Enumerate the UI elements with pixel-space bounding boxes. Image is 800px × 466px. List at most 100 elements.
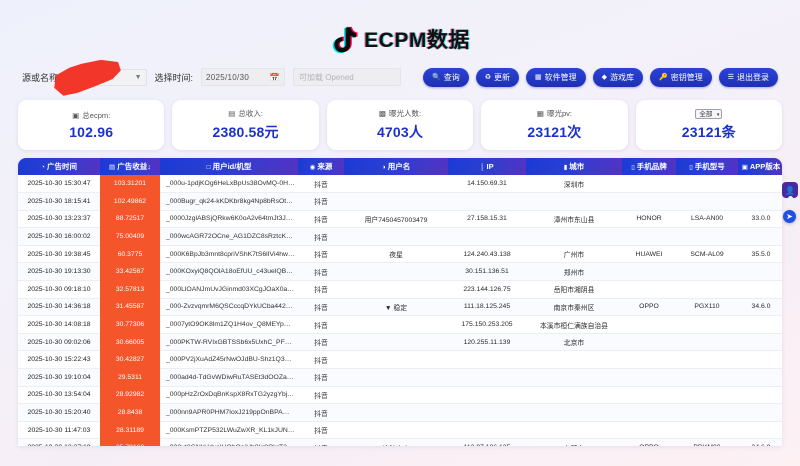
game-library-button[interactable]: ◆ 游戏库: [592, 67, 643, 87]
cell-source: 抖音: [298, 262, 344, 282]
stat-label: ▦ 曝光pv:: [537, 108, 572, 119]
cell-source: 抖音: [298, 245, 344, 264]
page-scrollbar[interactable]: [788, 196, 793, 262]
source-select[interactable]: ▼: [69, 69, 147, 86]
update-button[interactable]: ♻ 更新: [475, 67, 519, 87]
column-header-user-id[interactable]: □ 用户id/机型: [160, 158, 298, 175]
stat-label-text: 总收入:: [238, 109, 263, 118]
user-icon: ◑: [381, 164, 386, 171]
cell-source: 抖音: [298, 210, 344, 229]
cell-ad-time: 2025-10-30 13:54:04: [18, 386, 100, 405]
table-row[interactable]: 2025-10-30 09:18:10 32.57813 _000LlOANJmUv…: [18, 280, 782, 299]
cell-source: 抖音: [298, 403, 344, 422]
cell-ip: [448, 421, 526, 440]
table-row[interactable]: 2025-10-30 13:54:04 28.92982 _000pHzZrOxDq…: [18, 386, 782, 405]
cell-app-version: [738, 262, 782, 282]
column-header-source[interactable]: ◉ 来源: [298, 158, 344, 175]
cell-ad-time: 2025-10-30 18:15:41: [18, 192, 100, 211]
cell-source: 抖音: [298, 386, 344, 405]
software-management-button[interactable]: ▦ 软件管理: [525, 67, 586, 87]
app-icon: ▣: [741, 164, 748, 171]
cell-user-id: _000pHzZrOxDqBnKspX8RxTG2yzgYbjEEUS: [160, 386, 298, 405]
cell-phone-model: [676, 175, 738, 194]
logout-button[interactable]: ☰ 退出登录: [718, 67, 778, 87]
table-row[interactable]: 2025-10-30 16:00:02 75.00409 _000wcAGR72OC…: [18, 227, 782, 246]
city-icon: ▮: [563, 164, 568, 171]
tiktok-music-note-icon: [330, 24, 360, 56]
column-label: 广告时间: [46, 162, 77, 171]
column-header-ad-time[interactable]: ◔ 广告时间: [18, 158, 100, 175]
table-row[interactable]: 2025-10-30 18:15:41 102.49862 _000Bugr_qk2…: [18, 192, 782, 211]
brand-logo: ECPM数据: [330, 24, 470, 56]
table-row[interactable]: 2025-10-30 09:02:06 30.66005 _000PKTW-RVIx…: [18, 333, 782, 352]
cell-ip: [448, 368, 526, 387]
stat-value: 2380.58元: [212, 124, 279, 140]
table-row[interactable]: 2025-10-30 15:30:47 103.31201 _000u-1pdjKO…: [18, 175, 782, 194]
stat-card-exposure-pv: ▦ 曝光pv: 23121次: [481, 100, 628, 150]
cell-app-version: [738, 280, 782, 299]
cell-phone-model: [676, 280, 738, 299]
cell-city: 郑州市: [526, 262, 622, 282]
cell-source: 抖音: [298, 438, 344, 446]
user-badge-icon[interactable]: 👤: [782, 182, 798, 198]
column-header-ad-revenue[interactable]: ▤ 广告收益↓: [100, 158, 160, 175]
cell-username: [344, 421, 448, 440]
date-input[interactable]: 2025/10/30 📅: [201, 68, 286, 86]
cell-phone-brand: OPPO: [622, 438, 676, 446]
column-label: 手机品牌: [636, 162, 667, 171]
key-management-button[interactable]: 🔑 密钥管理: [650, 67, 712, 87]
cell-phone-brand: [622, 421, 676, 440]
cell-user-id: _000PKTW-RVIxGBTSSb6x5UxhC_PFZZOcXG5: [160, 333, 298, 352]
cell-city: 深圳市: [526, 175, 622, 194]
cell-ad-time: 2025-10-30 15:20:40: [18, 403, 100, 422]
cell-phone-brand: [622, 280, 676, 299]
table-row[interactable]: 2025-10-30 13:27:1925.78169_000ut2GNkUdv…: [18, 438, 782, 446]
money-icon: ▤: [109, 164, 116, 171]
phone-icon: ▯: [689, 164, 693, 171]
cell-ad-time: 2025-10-30 15:30:47: [18, 175, 100, 194]
column-header-username[interactable]: ◑ 用户名: [344, 158, 448, 175]
apps-icon: ▦: [534, 73, 542, 81]
cell-city: 南京市秦州区: [526, 298, 622, 317]
table-row[interactable]: 2025-10-30 15:22:43 30.42827 _000PV2jXuAdZ…: [18, 350, 782, 370]
query-button[interactable]: 🔍 查询: [422, 67, 469, 87]
stat-label: ▣ 总ecpm:: [72, 110, 110, 121]
cell-username: [344, 403, 448, 422]
table-row[interactable]: 2025-10-30 19:38:45 60.3775 _000K6BpJb3mnt…: [18, 245, 782, 264]
column-header-app-version[interactable]: ▣ APP版本: [738, 158, 782, 175]
cell-phone-model: LSA-AN00: [676, 210, 738, 229]
table-row[interactable]: 2025-10-30 14:08:18 30.77306 _0007ytO9OK8l…: [18, 315, 782, 334]
cell-ad-time: 2025-10-30 11:47:03: [18, 421, 100, 440]
data-table-container[interactable]: ◔ 广告时间 ▤ 广告收益↓ □ 用户id/机型 ◉ 来源 ◑ 用户名 │ IP ▮ 城市 ▯…: [18, 158, 782, 446]
opened-placeholder: 可加载 Opened: [299, 72, 354, 82]
cell-phone-model: [676, 262, 738, 282]
software-management-label: 软件管理: [544, 72, 577, 82]
table-row[interactable]: 2025-10-30 15:20:40 28.8438 _000nn9APR0PHM…: [18, 403, 782, 422]
column-header-phone-model[interactable]: ▯ 手机型号: [676, 158, 738, 175]
record-scope-select[interactable]: 全部: [695, 108, 723, 120]
cell-user-id: _000nn9APR0PHM7IoxJ219ppOnBPAmsv77D: [160, 403, 298, 422]
cell-user-id: _000KOxyiQ8QOlA18oEfUU_c43uelQBkPSC: [160, 262, 298, 282]
column-header-ip[interactable]: │ IP: [448, 158, 526, 175]
page-header: ECPM数据: [14, 0, 786, 58]
table-row[interactable]: 2025-10-30 13:23:37 88.72517 _0000JzglABSj…: [18, 210, 782, 229]
table-row[interactable]: 2025-10-30 14:36:18 31.45587 _000-ZvzvqmrM…: [18, 298, 782, 317]
people-icon: ▩: [378, 109, 387, 118]
stat-label-text: 总ecpm:: [82, 111, 111, 120]
calendar-icon[interactable]: 📅: [269, 72, 281, 82]
column-label: IP: [486, 162, 494, 171]
chevron-down-icon: ▼: [134, 73, 142, 81]
table-row[interactable]: 2025-10-30 19:13:30 33.42567 _000KOxyiQ8QO…: [18, 262, 782, 282]
column-header-phone-brand[interactable]: ▯ 手机品牌: [622, 158, 676, 175]
stat-label: ▩ 曝光人数:: [379, 108, 421, 119]
scroll-up-icon[interactable]: ➤: [783, 210, 796, 223]
game-library-label: 游戏库: [610, 72, 634, 82]
table-row[interactable]: 2025-10-30 19:10:04 29.5311 _000ad4d-TdGvW…: [18, 368, 782, 387]
cell-source: 抖音: [298, 192, 344, 211]
cell-city: [526, 350, 622, 370]
table-row[interactable]: 2025-10-30 11:47:03 28.31189 _000KsmPTZP53…: [18, 421, 782, 440]
opened-input[interactable]: 可加载 Opened: [293, 68, 402, 86]
cell-phone-brand: [622, 175, 676, 194]
column-header-city[interactable]: ▮ 城市: [526, 158, 622, 175]
cell-username: 追随未来: [344, 438, 448, 446]
